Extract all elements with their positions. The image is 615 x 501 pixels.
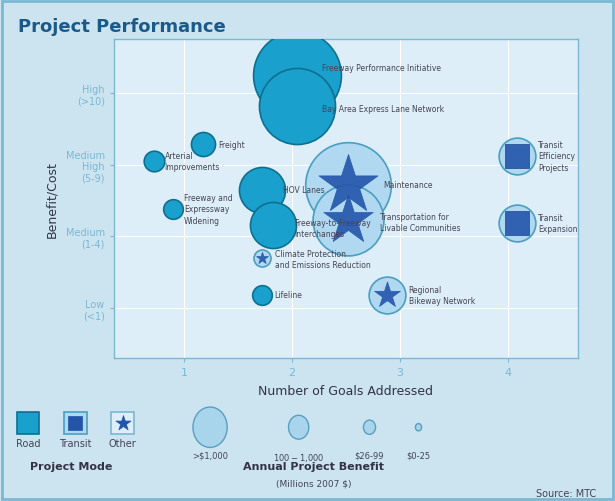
Point bbox=[382, 291, 392, 299]
Text: Source: MTC: Source: MTC bbox=[536, 488, 597, 498]
Point bbox=[268, 222, 277, 230]
FancyBboxPatch shape bbox=[111, 412, 134, 434]
Text: Other: Other bbox=[109, 438, 137, 448]
Ellipse shape bbox=[193, 407, 227, 447]
Point bbox=[257, 186, 267, 194]
Point bbox=[149, 158, 159, 166]
Text: $0-25: $0-25 bbox=[407, 451, 430, 460]
Text: Maintenance: Maintenance bbox=[384, 181, 433, 190]
Text: $26-99: $26-99 bbox=[355, 451, 384, 460]
FancyBboxPatch shape bbox=[64, 412, 87, 434]
Text: Regional
Bikeway Network: Regional Bikeway Network bbox=[408, 285, 475, 305]
Text: Road: Road bbox=[16, 438, 41, 448]
Ellipse shape bbox=[415, 424, 421, 431]
FancyBboxPatch shape bbox=[17, 412, 39, 434]
Point bbox=[199, 141, 208, 149]
Text: Freeway-to-Freeway
Interchanges: Freeway-to-Freeway Interchanges bbox=[294, 218, 371, 238]
Text: Annual Project Benefit: Annual Project Benefit bbox=[243, 461, 384, 471]
Text: Transportation for
Livable Communities: Transportation for Livable Communities bbox=[381, 212, 461, 232]
Text: Freight: Freight bbox=[218, 141, 245, 150]
Text: Project Performance: Project Performance bbox=[18, 18, 226, 36]
Point bbox=[169, 205, 178, 213]
Text: Project Mode: Project Mode bbox=[30, 461, 113, 471]
Point bbox=[343, 217, 353, 225]
Point bbox=[292, 72, 302, 80]
Point bbox=[71, 419, 81, 427]
Point bbox=[512, 220, 522, 228]
Point bbox=[382, 291, 392, 299]
Text: HOV Lanes: HOV Lanes bbox=[284, 186, 325, 195]
Point bbox=[512, 153, 522, 161]
Point bbox=[343, 181, 353, 189]
Y-axis label: Benefit/Cost: Benefit/Cost bbox=[46, 161, 58, 237]
Text: Transit
Efficiency
Projects: Transit Efficiency Projects bbox=[538, 141, 575, 172]
Text: Freeway Performance Initiative: Freeway Performance Initiative bbox=[322, 64, 441, 73]
Point bbox=[512, 220, 522, 228]
Point bbox=[343, 217, 353, 225]
Ellipse shape bbox=[288, 415, 309, 439]
X-axis label: Number of Goals Addressed: Number of Goals Addressed bbox=[258, 384, 434, 397]
Text: $100-$1,000: $100-$1,000 bbox=[273, 451, 325, 463]
Text: Arterial
Improvements: Arterial Improvements bbox=[165, 152, 220, 172]
Point bbox=[118, 419, 128, 427]
Point bbox=[257, 254, 267, 262]
Text: (Millions 2007 $): (Millions 2007 $) bbox=[276, 478, 351, 487]
Text: Transit: Transit bbox=[59, 438, 92, 448]
Point bbox=[512, 153, 522, 161]
Text: Transit
Expansion: Transit Expansion bbox=[538, 214, 577, 234]
Text: Bay Area Express Lane Network: Bay Area Express Lane Network bbox=[322, 105, 444, 114]
Text: Lifeline: Lifeline bbox=[275, 291, 303, 300]
Point bbox=[257, 291, 267, 299]
Ellipse shape bbox=[363, 420, 376, 434]
Point bbox=[343, 181, 353, 189]
Text: Climate Protection
and Emissions Reduction: Climate Protection and Emissions Reducti… bbox=[275, 249, 370, 270]
Point bbox=[292, 103, 302, 111]
Text: Freeway and
Expressway
Widening: Freeway and Expressway Widening bbox=[184, 194, 232, 225]
Point bbox=[257, 254, 267, 262]
Text: >$1,000: >$1,000 bbox=[192, 451, 228, 460]
